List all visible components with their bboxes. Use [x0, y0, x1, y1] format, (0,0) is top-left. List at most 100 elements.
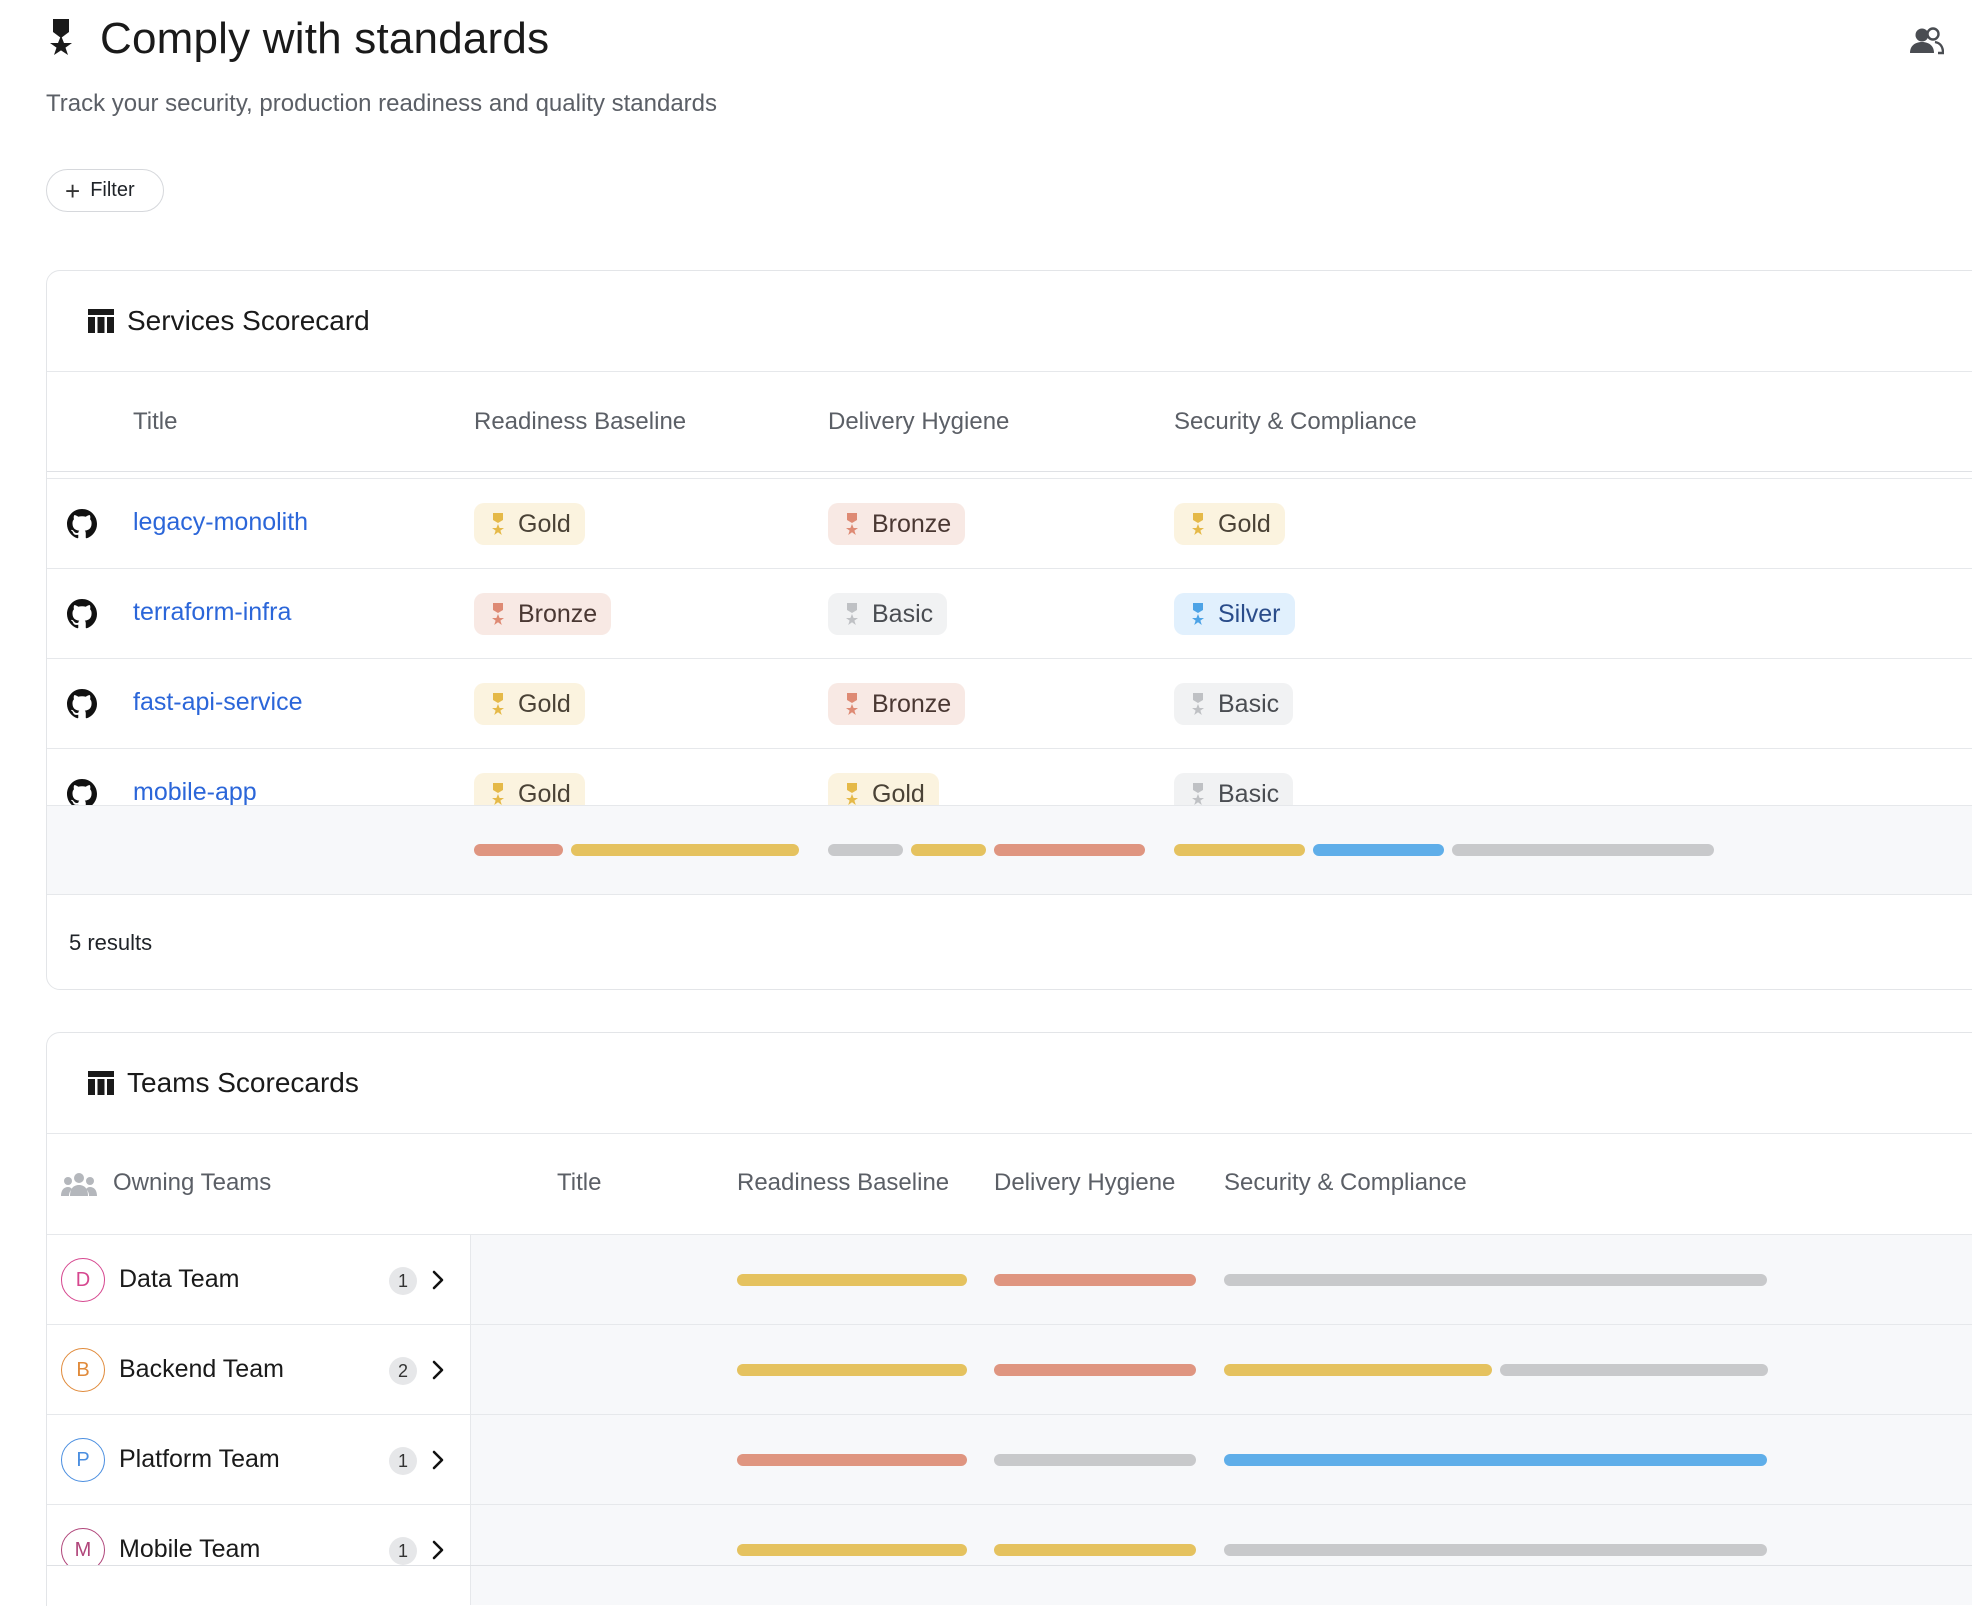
- service-link[interactable]: fast-api-service: [133, 688, 303, 716]
- security-level-badge: Gold: [1174, 503, 1285, 545]
- teams-scorecard: Teams Scorecards Owning Teams Title Read…: [46, 1032, 1972, 1606]
- medal-icon: [1190, 692, 1206, 716]
- medal-icon: [844, 692, 860, 716]
- github-icon: [67, 779, 97, 805]
- readiness-level-badge: Bronze: [474, 593, 612, 635]
- table-row[interactable]: terraform-infra Bronze Basic Silver: [47, 569, 1972, 659]
- distribution-bar-gold: [571, 844, 799, 856]
- level-label: Bronze: [518, 599, 598, 628]
- column-header-owning-teams[interactable]: Owning Teams: [113, 1169, 272, 1196]
- medal-icon: [490, 782, 506, 805]
- delivery-level-badge: Gold: [828, 773, 939, 805]
- teams-table-header: Owning Teams Title Readiness Baseline De…: [47, 1134, 1972, 1235]
- services-table-header: Title Readiness Baseline Delivery Hygien…: [47, 372, 1972, 472]
- level-label: Basic: [1218, 689, 1280, 718]
- distribution-bar-gold: [737, 1274, 967, 1286]
- team-row[interactable]: M Mobile Team 1: [47, 1505, 1972, 1565]
- distribution-bar-silver: [1224, 1454, 1767, 1466]
- security-level-badge: Basic: [1174, 773, 1294, 806]
- delivery-level-badge: Bronze: [828, 503, 966, 545]
- security-level-badge: Silver: [1174, 593, 1295, 635]
- level-label: Gold: [1218, 509, 1271, 538]
- team-count-badge: 2: [389, 1357, 417, 1385]
- distribution-bar-bronze: [737, 1454, 967, 1466]
- distribution-bar-bronze: [994, 1274, 1196, 1286]
- distribution-bar-basic: [1500, 1364, 1768, 1376]
- team-avatar: M: [61, 1528, 105, 1565]
- team-row[interactable]: B Backend Team 2: [47, 1325, 1972, 1415]
- column-header-delivery[interactable]: Delivery Hygiene: [994, 1169, 1176, 1196]
- service-link[interactable]: legacy-monolith: [133, 508, 309, 536]
- team-avatar: B: [61, 1348, 105, 1392]
- medal-icon: [844, 602, 860, 626]
- distribution-bar-silver: [1313, 844, 1444, 856]
- services-scorecard: Services Scorecard Title Readiness Basel…: [46, 270, 1972, 990]
- page-header: Comply with standards: [46, 14, 549, 64]
- team-name: Data Team: [119, 1265, 240, 1293]
- column-header-title[interactable]: Title: [557, 1169, 602, 1196]
- level-label: Gold: [518, 689, 571, 718]
- chevron-right-icon[interactable]: [431, 1358, 445, 1382]
- team-row[interactable]: P Platform Team 1: [47, 1415, 1972, 1505]
- distribution-bar-basic: [828, 844, 903, 856]
- column-header-security[interactable]: Security & Compliance: [1174, 408, 1417, 435]
- table-icon: [88, 309, 114, 333]
- results-count: 5 results: [69, 930, 153, 955]
- table-row[interactable]: mobile-app Gold Gold Basic: [47, 749, 1972, 805]
- medal-icon: [1190, 512, 1206, 536]
- service-link[interactable]: terraform-infra: [133, 598, 292, 626]
- teams-scorecard-title: Teams Scorecards: [127, 1067, 359, 1098]
- chevron-right-icon[interactable]: [431, 1538, 445, 1562]
- column-header-readiness[interactable]: Readiness Baseline: [474, 408, 687, 435]
- github-icon: [67, 689, 97, 719]
- users-icon[interactable]: [1910, 26, 1945, 56]
- team-count-badge: 1: [389, 1447, 417, 1475]
- level-label: Bronze: [872, 689, 952, 718]
- medal-icon: [844, 782, 860, 805]
- distribution-bar-basic: [1224, 1544, 1767, 1556]
- github-icon: [67, 509, 97, 539]
- chevron-right-icon[interactable]: [431, 1448, 445, 1472]
- service-link[interactable]: mobile-app: [133, 778, 257, 805]
- level-label: Basic: [1218, 779, 1280, 806]
- column-header-security[interactable]: Security & Compliance: [1224, 1169, 1467, 1196]
- column-header-title[interactable]: Title: [133, 408, 178, 435]
- services-summary-row: [47, 805, 1972, 895]
- readiness-level-badge: Gold: [474, 683, 585, 725]
- team-avatar: D: [61, 1258, 105, 1302]
- level-label: Gold: [518, 509, 571, 538]
- medal-icon: [1190, 782, 1206, 805]
- medal-icon: [1190, 602, 1206, 626]
- column-header-readiness[interactable]: Readiness Baseline: [737, 1169, 950, 1196]
- table-row[interactable]: fast-api-service Gold Bronze Basic: [47, 659, 1972, 749]
- team-row[interactable]: D Data Team 1: [47, 1235, 1972, 1325]
- teams-table-footer: [47, 1565, 1972, 1605]
- table-icon: [88, 1071, 114, 1095]
- team-name: Platform Team: [119, 1445, 280, 1473]
- distribution-bar-gold: [1224, 1364, 1492, 1376]
- distribution-bar-gold: [911, 844, 986, 856]
- chevron-right-icon[interactable]: [431, 1268, 445, 1292]
- distribution-bar-bronze: [994, 844, 1145, 856]
- column-header-delivery[interactable]: Delivery Hygiene: [828, 408, 1010, 435]
- filter-label: Filter: [90, 179, 135, 201]
- medal-icon: [490, 692, 506, 716]
- filter-button[interactable]: + Filter: [46, 169, 164, 212]
- level-label: Silver: [1218, 599, 1281, 628]
- distribution-bar-basic: [1452, 844, 1714, 856]
- level-label: Basic: [872, 599, 934, 628]
- delivery-level-badge: Bronze: [828, 683, 966, 725]
- teams-scorecard-header: Teams Scorecards: [47, 1033, 1972, 1134]
- readiness-level-badge: Gold: [474, 773, 585, 805]
- team-count-badge: 1: [389, 1537, 417, 1565]
- page-subtitle: Track your security, production readines…: [46, 90, 718, 117]
- distribution-bar-gold: [1174, 844, 1305, 856]
- services-scorecard-title: Services Scorecard: [127, 305, 370, 336]
- teams-table-body: D Data Team 1 B Backend Team 2 P Platform Team 1…: [47, 1235, 1972, 1565]
- medal-icon: [490, 602, 506, 626]
- medal-icon: [844, 512, 860, 536]
- services-table-body: legacy-monolith Gold Bronze Gold terraform-i…: [47, 479, 1972, 805]
- delivery-level-badge: Basic: [828, 593, 948, 635]
- table-row[interactable]: legacy-monolith Gold Bronze Gold: [47, 479, 1972, 569]
- page-title: Comply with standards: [100, 14, 550, 63]
